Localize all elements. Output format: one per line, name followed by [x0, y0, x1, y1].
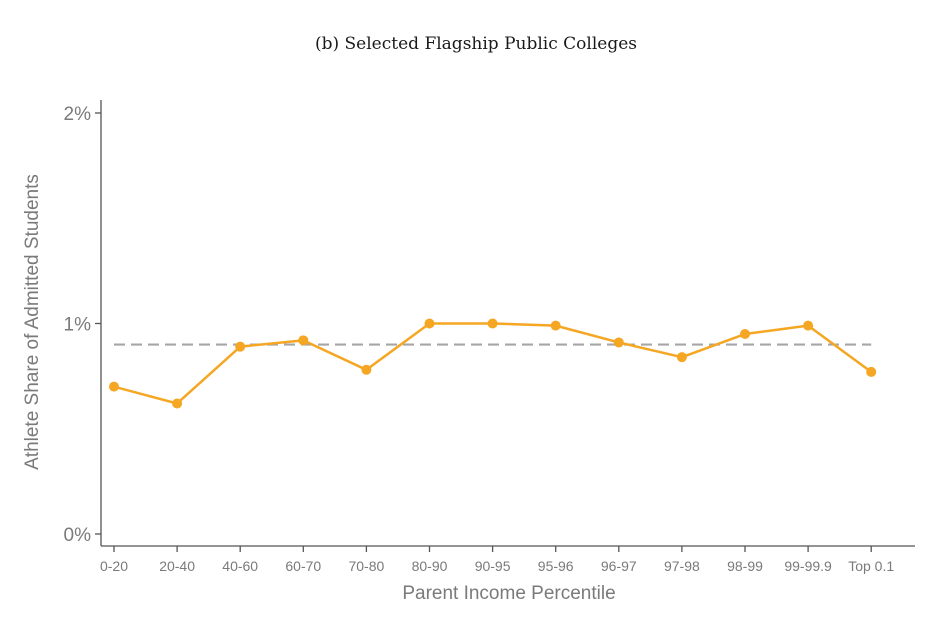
x-tick-label: 20-40 — [159, 558, 195, 574]
x-tick-label: 90-95 — [475, 558, 511, 574]
x-tick-label: 0-20 — [100, 558, 128, 574]
x-tick-label: 80-90 — [412, 558, 448, 574]
x-tick-label: Top 0.1 — [848, 558, 894, 574]
data-point — [235, 341, 246, 352]
y-axis-title: Athlete Share of Admitted Students — [22, 174, 43, 470]
x-tick-label: 40-60 — [222, 558, 258, 574]
data-point — [676, 352, 687, 363]
x-tick-label: 98-99 — [727, 558, 763, 574]
data-point — [487, 318, 498, 329]
x-axis-title: Parent Income Percentile — [402, 583, 615, 604]
data-point — [740, 329, 750, 340]
x-tick-label: 99-99.9 — [784, 558, 832, 574]
data-point — [424, 318, 435, 329]
x-tick-label: 60-70 — [285, 558, 321, 574]
y-tick-label: 1% — [64, 315, 92, 336]
chart-title: (b) Selected Flagship Public Colleges — [314, 34, 637, 54]
x-axis-ticks: 0-20 20-40 40-60 60-70 70-80 80-90 90-95 95-96 9… — [100, 546, 894, 574]
data-point — [172, 398, 183, 409]
series-group — [109, 318, 877, 409]
series-line — [113, 322, 872, 405]
data-point — [550, 320, 561, 331]
data-point — [109, 381, 119, 392]
x-tick-label: 96-97 — [601, 558, 637, 574]
data-point — [803, 320, 814, 331]
x-tick-label: 70-80 — [348, 558, 384, 574]
y-axis-ticks: 0% 1% 2% — [64, 104, 101, 546]
y-tick-label: 0% — [64, 525, 92, 546]
data-point — [613, 337, 624, 348]
x-tick-label: 97-98 — [664, 558, 700, 574]
x-tick-label: 95-96 — [538, 558, 574, 574]
data-point — [866, 366, 877, 377]
data-point — [361, 364, 372, 375]
y-tick-label: 2% — [64, 104, 92, 125]
data-point — [298, 335, 309, 346]
